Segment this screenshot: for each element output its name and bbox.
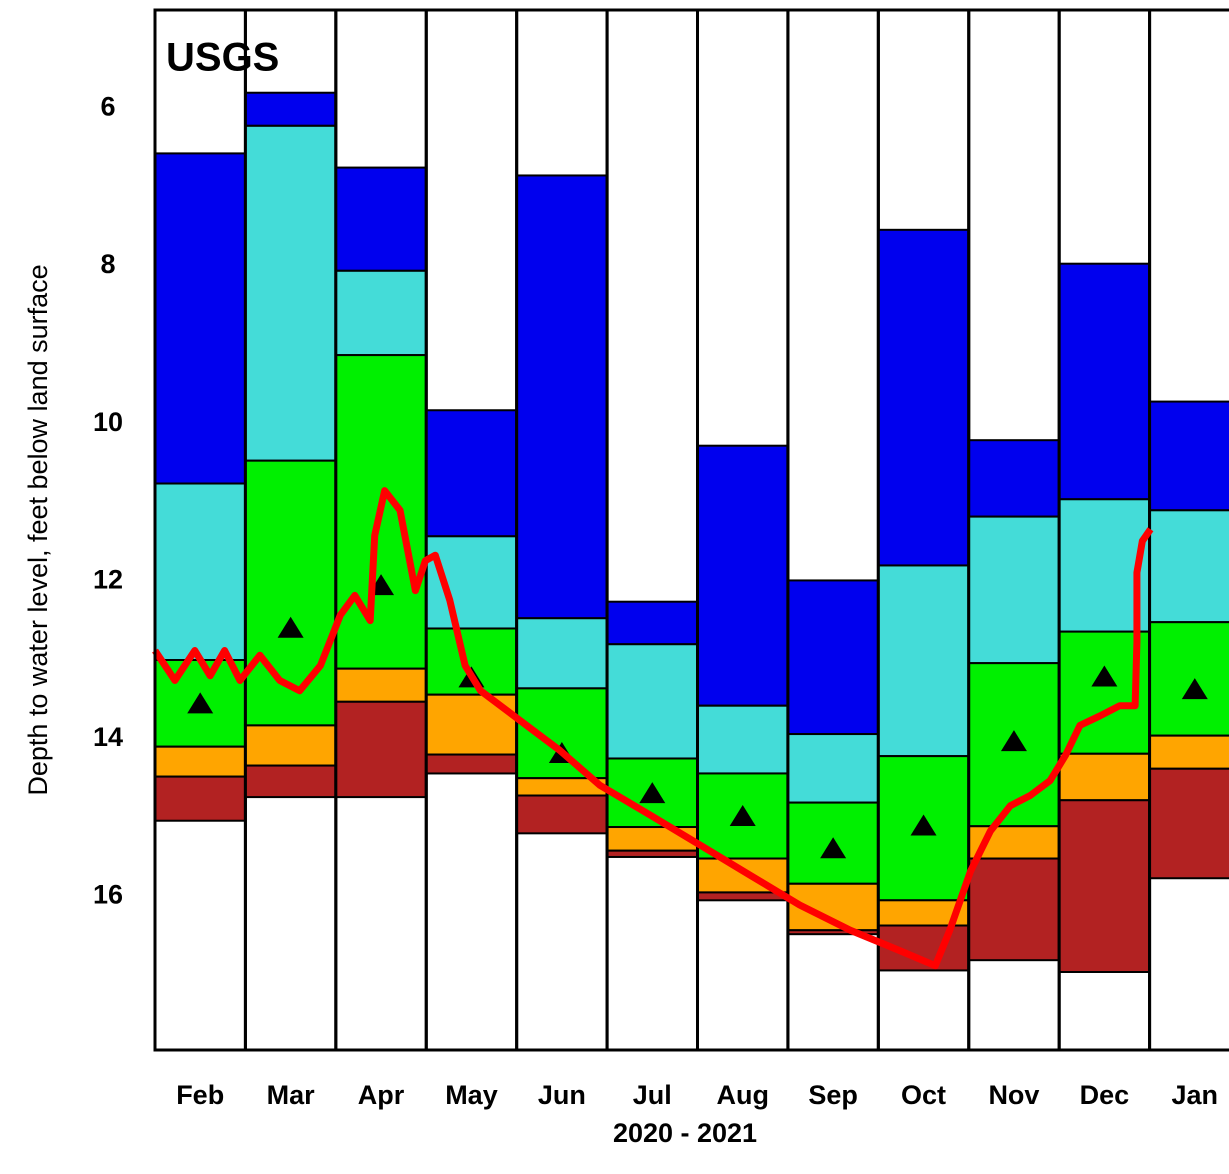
percentile-band [334,166,428,272]
percentile-band [154,152,247,485]
percentile-band [1058,799,1151,973]
median-marker [910,814,937,836]
x-tick-label: Sep [808,1080,858,1110]
x-tick-label: Oct [901,1080,946,1110]
y-tick-label: 6 [100,92,115,122]
percentile-band [1148,509,1229,624]
median-marker [729,805,756,826]
y-axis-label: Depth to water level, feet below land su… [23,264,53,795]
percentile-band [154,775,247,822]
percentile-band [877,564,970,758]
annotation: USGS [166,36,279,80]
percentile-band [786,579,880,736]
percentile-band [515,794,609,835]
median-marker [277,616,304,638]
percentile-band [515,617,609,690]
median-marker [187,692,214,714]
percentile-band [425,535,518,630]
percentile-band [1148,767,1229,880]
percentile-band [606,643,699,760]
percentile-band [515,687,609,780]
percentile-band [244,764,337,799]
percentile-band [967,439,1061,518]
month-column [605,8,699,1052]
percentile-band [334,667,428,703]
x-tick-label: Aug [716,1080,768,1110]
x-axis-label: 2020 - 2021 [613,1118,757,1148]
percentile-band [1148,621,1229,737]
percentile-band [244,724,337,767]
median-marker [1091,665,1118,687]
percentile-band [696,444,789,707]
percentile-band [154,745,247,778]
percentile-band [786,733,880,804]
x-tick-label: Jul [633,1080,672,1110]
percentile-band [967,857,1061,962]
percentile-band [967,515,1061,665]
percentile-band [877,228,970,567]
y-tick-label: 10 [93,407,123,437]
percentile-band [334,700,428,799]
percentile-band [606,849,699,858]
y-tick-label: 8 [100,249,115,279]
percentile-band [425,753,518,775]
percentile-band [1148,400,1229,512]
percentile-band [244,124,337,462]
percentile-band [1148,734,1229,770]
median-marker [639,782,666,804]
percentile-band [154,482,247,661]
x-tick-label: Nov [988,1080,1039,1110]
y-tick-label: 12 [93,564,123,594]
y-tick-label: 14 [93,722,123,752]
x-tick-label: Mar [267,1080,316,1110]
x-tick-label: Dec [1080,1080,1130,1110]
median-marker [1181,678,1208,700]
percentile-band [1058,752,1151,802]
water-level-line [152,487,1154,970]
x-tick-label: Jan [1172,1080,1219,1110]
x-tick-label: May [445,1080,498,1110]
percentile-band [244,91,337,127]
percentile-band [1058,262,1151,501]
x-tick-label: Feb [176,1080,224,1110]
x-tick-label: Apr [358,1080,405,1110]
percentile-band [515,174,609,620]
percentile-band [244,459,337,727]
percentile-band [606,600,699,646]
percentile-band [696,704,789,775]
percentile-band [425,409,518,538]
median-marker [1000,730,1027,752]
y-tick-label: 16 [93,879,123,909]
x-tick-label: Jun [538,1080,586,1110]
percentile-band [334,269,428,357]
median-marker [820,837,847,859]
